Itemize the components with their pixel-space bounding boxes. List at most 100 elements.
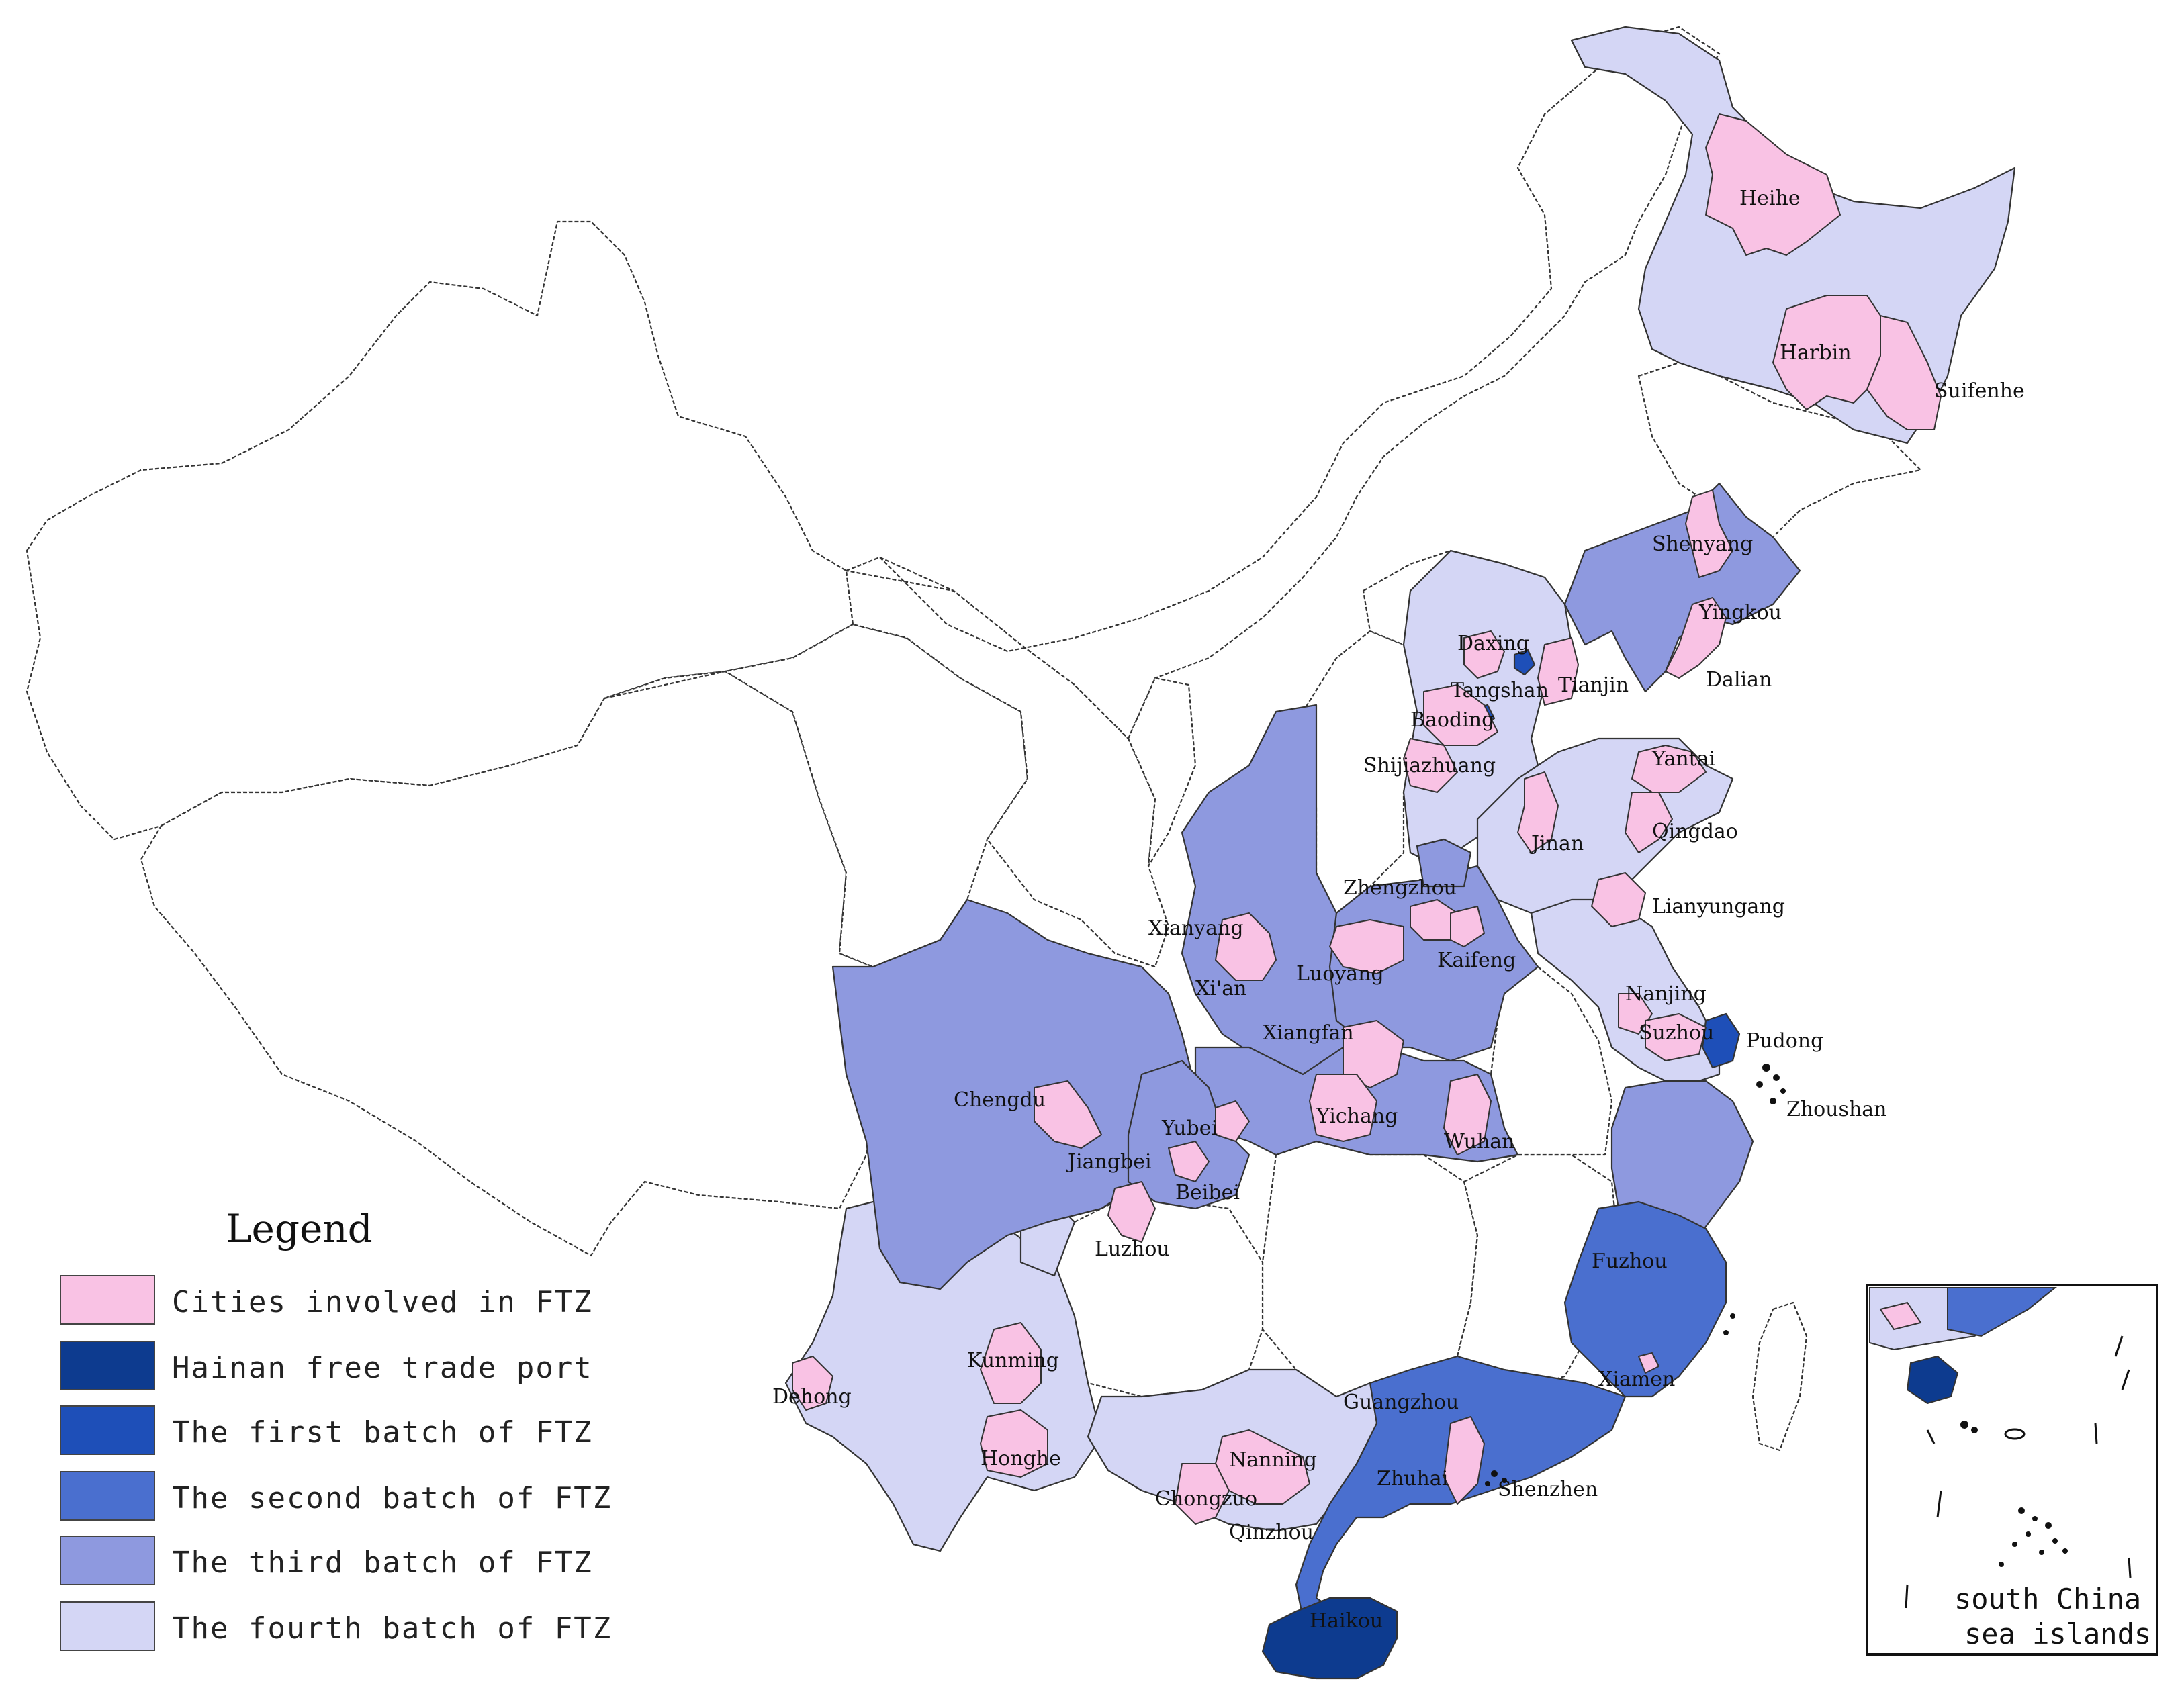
label-kaifeng: Kaifeng [1437, 949, 1516, 972]
legend-label-second: The second batch of FTZ [172, 1481, 612, 1515]
region-shanghai [1701, 1012, 1741, 1069]
label-tangshan: Tangshan [1451, 679, 1549, 702]
label-chengdu: Chengdu [954, 1088, 1046, 1112]
region-shanxi [1302, 630, 1418, 914]
label-qinzhou: Qinzhou [1229, 1521, 1314, 1544]
label-shenyang: Shenyang [1652, 532, 1753, 556]
city-area-harbin [1772, 295, 1881, 410]
label-dalian: Dalian [1706, 668, 1772, 692]
city-area-lianyungang [1591, 872, 1646, 927]
label-yichang: Yichang [1316, 1104, 1398, 1128]
region-fujian [1563, 1200, 1727, 1398]
label-jinan: Jinan [1529, 832, 1584, 855]
city-area-qingdao [1625, 792, 1673, 853]
legend-label-cities: Cities involved in FTZ [172, 1285, 593, 1319]
label-zhengzhou: Zhengzhou [1343, 876, 1457, 900]
legend-swatch-hainan [60, 1341, 155, 1390]
region-guizhou [1053, 1194, 1264, 1398]
label-tianjin: Tianjin [1558, 673, 1629, 697]
legend-title: Legend [226, 1206, 373, 1252]
inset-hainan [1906, 1355, 1959, 1405]
region-hunan [1261, 1140, 1479, 1398]
label-zhoushan: Zhoushan [1786, 1098, 1886, 1121]
label-qingdao: Qingdao [1652, 820, 1738, 843]
label-shenzhen: Shenzhen [1498, 1478, 1598, 1501]
region-anhui [1476, 965, 1613, 1156]
city-area-shijiazhuang [1403, 738, 1458, 793]
south-china-sea-inset: south China sea islands [1866, 1284, 2158, 1656]
region-tibet [140, 670, 881, 1257]
legend-label-fourth: The fourth batch of FTZ [172, 1611, 612, 1646]
region-ningxia [1127, 677, 1197, 867]
city-area-zhuhai [1443, 1416, 1485, 1505]
label-honghe: Honghe [981, 1447, 1061, 1470]
label-suzhou: Suzhou [1639, 1021, 1714, 1045]
region-shanxi-south-ftz [1416, 838, 1472, 888]
inset-islands [1905, 1335, 2132, 1609]
city-area-xiamen [1638, 1352, 1659, 1374]
label-wuhan: Wuhan [1444, 1130, 1514, 1153]
city-area-wuhan [1443, 1074, 1492, 1155]
city-area-chongzuo [1175, 1463, 1230, 1525]
label-daxing: Daxing [1457, 632, 1529, 655]
label-harbin: Harbin [1780, 341, 1852, 365]
city-labels: Heihe Harbin Suifenhe Shenyang Yingkou D… [772, 187, 2025, 1633]
legend-label-third: The third batch of FTZ [172, 1546, 593, 1580]
city-area-luoyang [1329, 919, 1404, 974]
legend-swatch-fourth [60, 1601, 155, 1651]
legend-label-first: The first batch of FTZ [172, 1415, 593, 1450]
label-zhuhai: Zhuhai [1377, 1467, 1448, 1491]
city-area-yichang [1309, 1074, 1377, 1142]
city-area-kunming [980, 1322, 1042, 1404]
city-area-daxing [1463, 630, 1505, 679]
label-nanning: Nanning [1229, 1448, 1317, 1472]
inset-mainland-second [1947, 1287, 2057, 1337]
label-xiangfan: Xiangfan [1263, 1021, 1354, 1045]
city-area-chengdu [1034, 1080, 1102, 1149]
label-xianyang: Xianyang [1148, 916, 1244, 940]
coastal-islets [1485, 1064, 1786, 1486]
label-fuzhou: Fuzhou [1592, 1249, 1668, 1273]
label-shijiazhuang: Shijiazhuang [1363, 754, 1496, 777]
city-area-luzhou [1107, 1181, 1156, 1243]
label-nanjing: Nanjing [1625, 982, 1707, 1006]
inset-label-line1: south China [1954, 1583, 2141, 1615]
city-area-honghe [980, 1409, 1048, 1478]
label-lianyungang: Lianyungang [1652, 895, 1785, 918]
region-hainan [1261, 1597, 1398, 1680]
legend: Legend Cities involved in FTZ Hainan fre… [60, 1206, 612, 1651]
city-area-dalian [1665, 597, 1727, 679]
city-area-shenyang [1685, 489, 1733, 578]
region-taiwan [1751, 1301, 1808, 1452]
region-xinjiang [26, 220, 854, 841]
city-area-yubei [1215, 1100, 1250, 1142]
label-yingkou: Yingkou [1698, 601, 1782, 624]
label-luoyang: Luoyang [1296, 962, 1384, 986]
city-area-dehong [792, 1356, 833, 1411]
city-area-heihe [1705, 113, 1841, 256]
city-area-jiangbei [1168, 1141, 1210, 1182]
label-dehong: Dehong [772, 1385, 852, 1409]
third-batch-provinces [831, 482, 1801, 1290]
city-area-baoding [1423, 684, 1498, 746]
legend-swatch-third [60, 1536, 155, 1585]
ftz-cities [792, 113, 1942, 1525]
label-heihe: Heihe [1739, 187, 1801, 210]
label-xiamen: Xiamen [1598, 1368, 1675, 1391]
label-yubei: Yubei [1161, 1117, 1218, 1140]
label-yantai: Yantai [1651, 747, 1715, 771]
label-xian: Xi'an [1195, 977, 1246, 1000]
city-area-jinan [1517, 771, 1559, 853]
label-pudong: Pudong [1746, 1029, 1823, 1053]
label-baoding: Baoding [1410, 708, 1494, 732]
city-area-suzhou [1645, 1013, 1707, 1061]
region-tianjin-blue [1513, 649, 1536, 676]
legend-swatch-first [60, 1405, 155, 1455]
region-chongqing [1127, 1059, 1250, 1210]
inset-city [1879, 1301, 1922, 1331]
city-area-kaifeng [1450, 906, 1485, 947]
label-kunming: Kunming [967, 1349, 1059, 1372]
city-area-tianjin [1537, 637, 1579, 706]
city-area-yantai [1631, 745, 1707, 793]
